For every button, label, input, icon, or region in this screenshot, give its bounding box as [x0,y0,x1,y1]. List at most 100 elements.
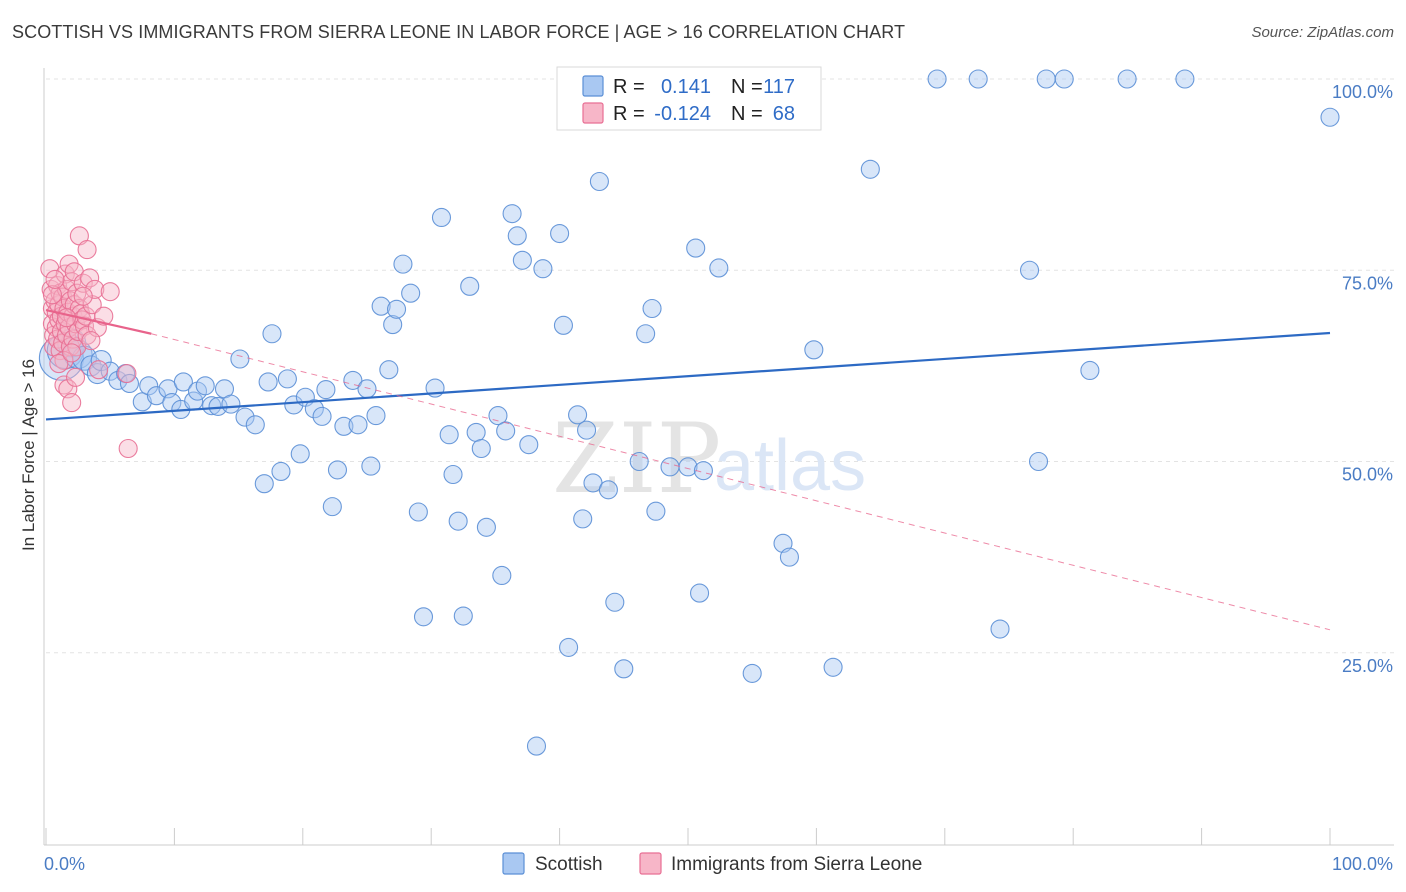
scottish-point-107 [1019,260,1040,280]
scottish-point-70 [507,226,527,246]
scottish-point-95 [693,461,713,481]
scottish-point-53 [401,283,421,303]
scottish-point-93 [686,238,706,258]
scottish-point-42 [334,416,354,436]
scottish-point-31 [262,324,282,344]
scottish-point-39 [316,380,336,400]
scottish-point-54 [408,502,428,522]
grid-lines [46,78,1394,654]
scottish-point-26 [230,349,250,369]
legend-swatch-scottish [582,75,604,97]
sierra-leone-trend-line [45,308,152,335]
scottish-point-99 [779,547,799,567]
sierra-leone-point-47 [77,325,97,345]
scottish-point-40 [322,497,342,517]
scottish-point-77 [559,637,579,657]
scottish-point-35 [290,444,310,464]
y-tick-label-25: 25.0% [1342,656,1393,676]
scottish-point-106 [990,619,1010,639]
scottish-point-22 [202,396,222,416]
scottish-point-48 [371,296,391,316]
sierra-leone-point-32 [62,393,82,413]
scottish-point-113 [1175,69,1195,89]
sierra-leone-point-65 [73,286,93,306]
scottish-point-62 [460,276,480,296]
scottish-point-29 [254,474,274,494]
scottish-point-78 [568,405,588,425]
scottish-trend-line [45,331,1331,421]
bottom-legend-swatch-sierra-leone [639,852,662,875]
scottish-point-27 [235,407,255,427]
scottish-point-34 [284,395,304,415]
scottish-point-103 [860,159,880,179]
y-tick-labels: 25.0% 50.0% 75.0% 100.0% [1332,82,1393,676]
scottish-point-32 [271,461,291,481]
sierra-leone-point-66 [81,331,101,351]
bottom-legend-label-scottish: Scottish [535,854,603,875]
sierra-leone-point-59 [65,367,86,387]
scottish-point-51 [386,299,407,319]
legend-r-value-sierra-leone: -0.124 [654,103,711,125]
legend-n-value-sierra-leone: 68 [773,103,795,125]
sierra-leone-points [40,226,138,459]
scottish-point-52 [393,254,413,274]
scottish-point-46 [361,456,381,476]
scottish-point-73 [526,736,547,756]
scottish-point-86 [614,659,634,679]
scottish-point-80 [577,420,597,440]
scottish-point-91 [660,457,680,477]
scottish-point-28 [245,415,265,435]
legend: R = 0.141 N = 117 R = -0.124 N = 68 [556,66,822,131]
scottish-point-64 [471,438,491,459]
scottish-point-33 [277,369,297,389]
scottish-point-47 [366,406,386,426]
scottish-point-110 [1054,69,1074,89]
sierra-leone-point-60 [42,285,62,305]
scottish-point-82 [589,171,609,192]
scottish-point-38 [312,406,332,426]
scottish-point-72 [519,435,539,455]
bottom-legend: Scottish Immigrants from Sierra Leone [502,852,922,875]
axes [43,68,1394,846]
scottish-point-69 [502,204,522,224]
sierra-leone-point-57 [118,438,138,459]
scottish-point-101 [804,340,824,360]
scottish-point-49 [379,360,399,380]
scottish-point-96 [709,258,729,278]
sierra-leone-point-56 [117,363,137,384]
legend-n-label-sierra-leone: N = [731,103,763,125]
sierra-leone-point-54 [89,360,109,380]
scottish-point-114 [1320,107,1340,127]
legend-r-label-scottish: R = [613,76,645,98]
scottish-point-60 [448,511,468,531]
scottish-point-102 [823,657,843,677]
sierra-leone-point-52 [85,279,105,299]
x-tick-label-min: 0.0% [44,854,85,874]
scottish-point-67 [492,565,512,586]
scottish-point-74 [533,259,553,279]
scottish-point-57 [431,207,452,228]
sierra-leone-point-49 [77,240,97,260]
sierra-leone-point-50 [80,268,100,288]
scottish-point-75 [550,223,570,244]
scottish-point-92 [678,457,698,477]
scottish-point-68 [496,421,516,441]
sierra-leone-point-58 [54,350,74,371]
chart-title: SCOTTISH VS IMMIGRANTS FROM SIERRA LEONE… [12,22,906,42]
watermark-atlas: atlas [714,426,866,506]
bottom-legend-label-sierra-leone: Immigrants from Sierra Leone [671,854,922,875]
sierra-leone-point-20 [54,375,74,395]
source-label: Source: ZipAtlas.com [1251,24,1394,41]
scottish-point-105 [968,69,988,89]
scottish-point-13 [139,376,159,396]
scottish-point-79 [573,509,593,529]
scottish-point-21 [195,376,215,396]
scottish-point-41 [327,460,348,480]
scottish-point-18 [173,372,193,392]
scottish-point-61 [453,606,473,626]
scottish-point-109 [1036,69,1056,89]
y-tick-label-75: 75.0% [1342,273,1393,293]
sierra-leone-point-61 [45,269,65,289]
scottish-point-84 [605,592,625,612]
scottish-point-63 [466,422,486,442]
